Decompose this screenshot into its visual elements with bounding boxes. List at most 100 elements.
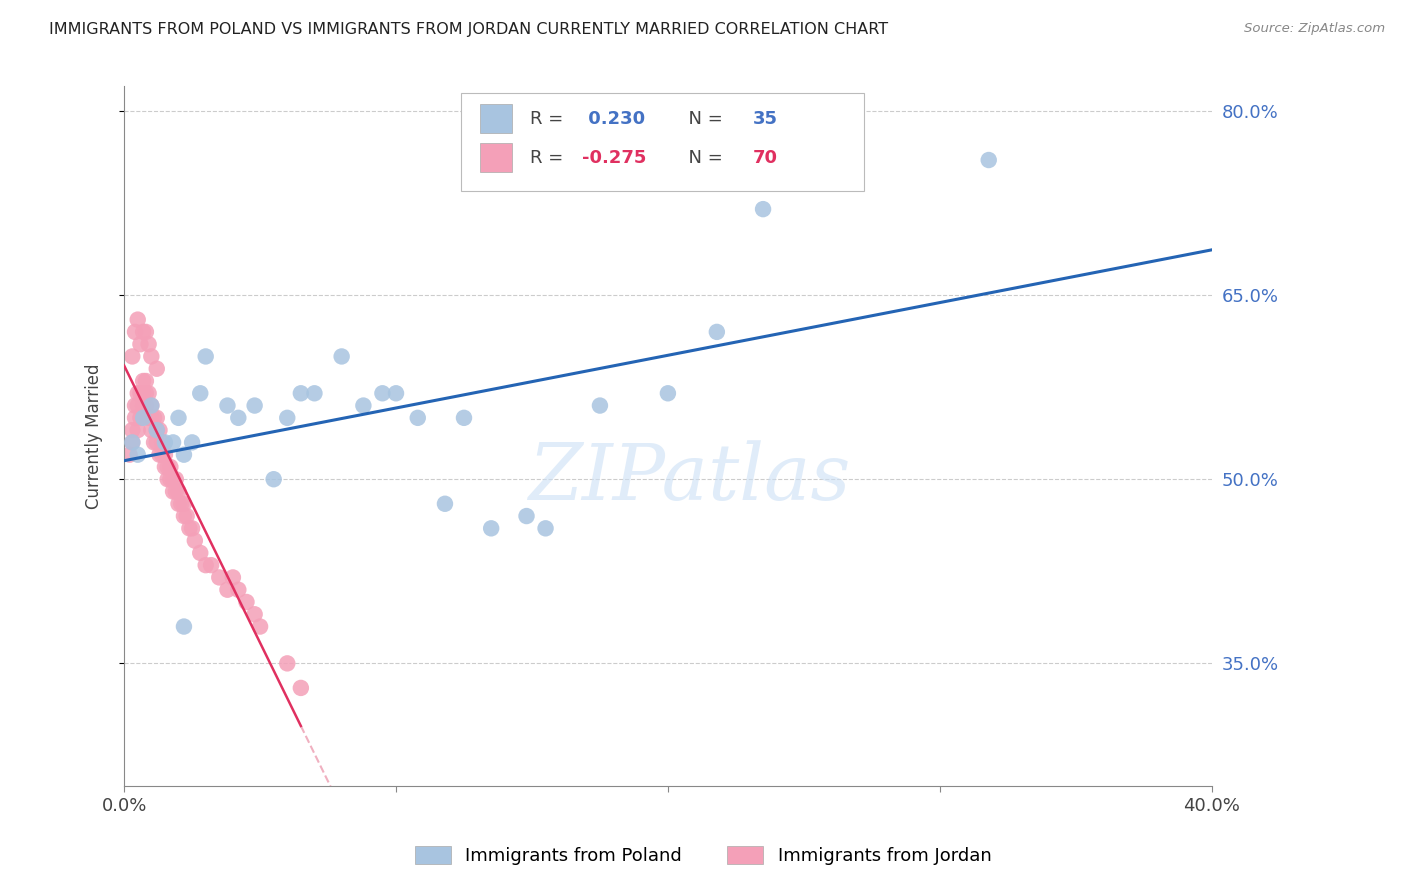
Point [453,410,475,425]
FancyBboxPatch shape [479,143,512,172]
Point [188,546,211,560]
Point [132,325,155,339]
Point [150,435,173,450]
Point [706,325,728,339]
Point [141,350,163,364]
Point [534,521,557,535]
Point [752,202,775,216]
FancyBboxPatch shape [479,103,512,133]
Point [162,472,184,486]
Legend: Immigrants from Poland, Immigrants from Jordan: Immigrants from Poland, Immigrants from … [405,837,1001,874]
Point [132,399,155,413]
Point [243,399,266,413]
Point [138,410,160,425]
Point [276,410,298,425]
Point [135,386,157,401]
Point [290,681,312,695]
Point [184,533,207,548]
Point [127,312,149,326]
Point [141,410,163,425]
Point [165,484,187,499]
Point [167,484,190,499]
Point [153,448,176,462]
Point [228,582,250,597]
Point [138,337,160,351]
Point [433,497,456,511]
Point [143,435,166,450]
Point [135,399,157,413]
Point [141,423,163,437]
Point [188,386,211,401]
Point [181,521,204,535]
Point [135,374,157,388]
Point [129,410,152,425]
Point [276,657,298,671]
Point [121,435,143,450]
Point [371,386,394,401]
Point [167,497,190,511]
Point [121,435,143,450]
Point [352,399,374,413]
Point [515,509,537,524]
Point [977,153,1000,167]
Point [589,399,612,413]
Point [228,410,250,425]
Text: N =: N = [676,149,728,167]
Point [129,337,152,351]
Point [148,448,170,462]
Point [657,386,679,401]
Point [290,386,312,401]
Point [132,410,155,425]
Point [145,435,167,450]
Point [135,325,157,339]
Point [406,410,429,425]
Point [194,558,217,573]
Point [208,570,231,584]
Text: IMMIGRANTS FROM POLAND VS IMMIGRANTS FROM JORDAN CURRENTLY MARRIED CORRELATION C: IMMIGRANTS FROM POLAND VS IMMIGRANTS FRO… [49,22,889,37]
Point [127,423,149,437]
Point [148,423,170,437]
Point [173,509,195,524]
Point [385,386,408,401]
Text: N =: N = [676,110,728,128]
Point [132,374,155,388]
Point [162,435,184,450]
Point [159,472,181,486]
Point [145,361,167,376]
Point [162,484,184,499]
Point [153,459,176,474]
Point [132,386,155,401]
Point [159,459,181,474]
Y-axis label: Currently Married: Currently Married [86,364,103,509]
Text: R =: R = [530,149,569,167]
Point [150,448,173,462]
Point [141,399,163,413]
Point [138,386,160,401]
Text: Source: ZipAtlas.com: Source: ZipAtlas.com [1244,22,1385,36]
Point [143,410,166,425]
Point [243,607,266,622]
Point [129,386,152,401]
Text: 70: 70 [752,149,778,167]
Point [173,497,195,511]
Point [200,558,222,573]
Point [124,410,146,425]
Point [145,423,167,437]
Point [145,423,167,437]
FancyBboxPatch shape [461,94,863,191]
Point [330,350,353,364]
Point [217,582,239,597]
Text: 0.230: 0.230 [582,110,645,128]
Point [304,386,326,401]
Point [121,423,143,437]
Point [121,350,143,364]
Point [124,399,146,413]
Point [165,472,187,486]
Point [249,619,271,633]
Point [167,410,190,425]
Point [141,399,163,413]
Point [173,448,195,462]
Text: R =: R = [530,110,569,128]
Point [176,509,198,524]
Point [479,521,502,535]
